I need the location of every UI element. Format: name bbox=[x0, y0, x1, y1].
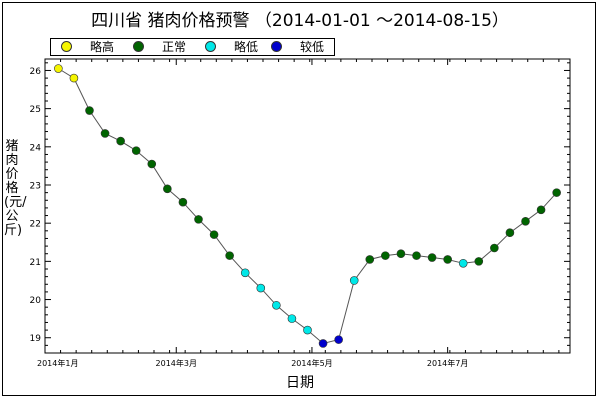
data-point-0 bbox=[54, 64, 63, 73]
legend-marker-low bbox=[205, 41, 216, 52]
x-tick-label: 2014年1月 bbox=[37, 358, 78, 368]
data-point-10 bbox=[209, 230, 219, 239]
legend: 略高 正常 略低 较低 bbox=[50, 38, 335, 56]
legend-marker-lower bbox=[271, 41, 282, 52]
x-tick-label: 2014年3月 bbox=[156, 358, 197, 368]
data-point-22 bbox=[396, 249, 406, 259]
data-point-26 bbox=[458, 258, 468, 268]
legend-item-high: 略高 bbox=[61, 40, 114, 55]
data-point-6 bbox=[147, 159, 157, 169]
y-tick-label: 19 bbox=[30, 334, 42, 344]
data-point-8 bbox=[178, 197, 188, 207]
x-axis-label: 日期 bbox=[286, 375, 314, 391]
data-point-24 bbox=[427, 253, 437, 262]
data-point-11 bbox=[225, 251, 234, 260]
data-point-20 bbox=[365, 255, 375, 264]
data-point-30 bbox=[521, 216, 530, 226]
legend-label-lower: 较低 bbox=[300, 40, 325, 54]
y-tick-label: 23 bbox=[30, 182, 41, 192]
data-point-19 bbox=[349, 276, 359, 285]
plot-area bbox=[44, 58, 571, 354]
data-point-5 bbox=[131, 146, 141, 155]
x-tick-label: 2014年7月 bbox=[427, 358, 468, 368]
data-point-1 bbox=[69, 73, 79, 83]
legend-label-low: 略低 bbox=[234, 40, 259, 54]
legend-marker-high bbox=[61, 41, 72, 52]
legend-marker-normal bbox=[133, 41, 144, 52]
data-point-21 bbox=[381, 251, 390, 260]
y-tick-label: 26 bbox=[30, 67, 42, 77]
chart-title: 四川省 猪肉价格预警 （2014-01-01 ～2014-08-15） bbox=[91, 11, 509, 31]
data-point-2 bbox=[85, 106, 94, 115]
y-tick-label: 21 bbox=[30, 258, 41, 268]
data-point-4 bbox=[116, 136, 125, 146]
data-point-23 bbox=[412, 251, 421, 260]
data-point-3 bbox=[100, 129, 110, 138]
data-point-25 bbox=[443, 255, 452, 264]
data-point-18 bbox=[334, 335, 343, 344]
y-tick-label: 24 bbox=[30, 143, 42, 153]
data-point-15 bbox=[287, 314, 297, 323]
y-axis-label: 猪肉价格(元/公斤) bbox=[4, 139, 27, 238]
data-point-31 bbox=[536, 205, 546, 215]
data-point-9 bbox=[194, 215, 203, 224]
y-tick-label: 22 bbox=[30, 220, 41, 230]
data-point-14 bbox=[272, 300, 281, 310]
data-point-29 bbox=[505, 228, 515, 238]
data-point-27 bbox=[474, 257, 484, 266]
y-tick-label: 20 bbox=[30, 296, 42, 306]
data-point-16 bbox=[303, 325, 312, 335]
y-tick-label: 25 bbox=[30, 105, 41, 115]
legend-item-normal: 正常 bbox=[133, 40, 186, 55]
data-point-12 bbox=[240, 268, 250, 278]
legend-item-low: 略低 bbox=[205, 40, 258, 55]
legend-label-normal: 正常 bbox=[162, 40, 187, 54]
legend-item-lower: 较低 bbox=[271, 40, 324, 55]
legend-label-high: 略高 bbox=[90, 40, 115, 54]
data-point-32 bbox=[552, 188, 561, 197]
data-point-28 bbox=[490, 243, 499, 253]
x-tick-label: 2014年5月 bbox=[291, 358, 332, 368]
data-point-13 bbox=[256, 283, 266, 293]
data-point-7 bbox=[163, 184, 172, 194]
data-point-17 bbox=[318, 339, 328, 348]
